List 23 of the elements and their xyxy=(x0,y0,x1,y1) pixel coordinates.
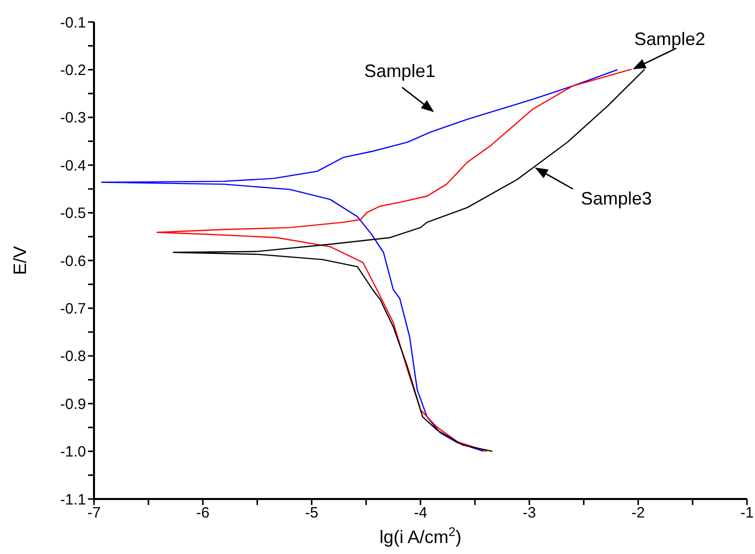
series-label: Sample2 xyxy=(634,29,706,50)
x-tick-label: -2 xyxy=(631,504,645,522)
x-tick-label: -7 xyxy=(87,504,101,522)
x-tick-label: -6 xyxy=(196,504,210,522)
y-tick-label: -0.4 xyxy=(60,157,86,174)
x-tick-label: -3 xyxy=(522,504,536,522)
y-axis-title: E/V xyxy=(10,246,30,276)
y-tick-label: -1.0 xyxy=(60,444,86,461)
y-tick-label: -0.1 xyxy=(60,14,86,32)
y-tick-label: -0.5 xyxy=(60,205,86,222)
y-tick-label: -0.9 xyxy=(60,396,86,413)
text: Sample1 xyxy=(364,61,436,82)
y-tick-label: -1.1 xyxy=(60,491,86,508)
y-tick-label: -0.3 xyxy=(60,110,86,127)
text: Sample3 xyxy=(580,188,652,208)
x-tick-label: -1 xyxy=(740,504,754,522)
x-tick-label: -4 xyxy=(414,504,428,522)
x-tick-label: -5 xyxy=(304,504,318,522)
y-tick-label: -0.6 xyxy=(60,252,86,270)
y-tick-label: -0.2 xyxy=(60,62,86,80)
y-tick-label: -0.8 xyxy=(60,348,86,366)
x-axis-title: lg(i A/cm$^{2}$) xyxy=(379,525,462,547)
y-tick-label: -0.7 xyxy=(60,300,86,318)
